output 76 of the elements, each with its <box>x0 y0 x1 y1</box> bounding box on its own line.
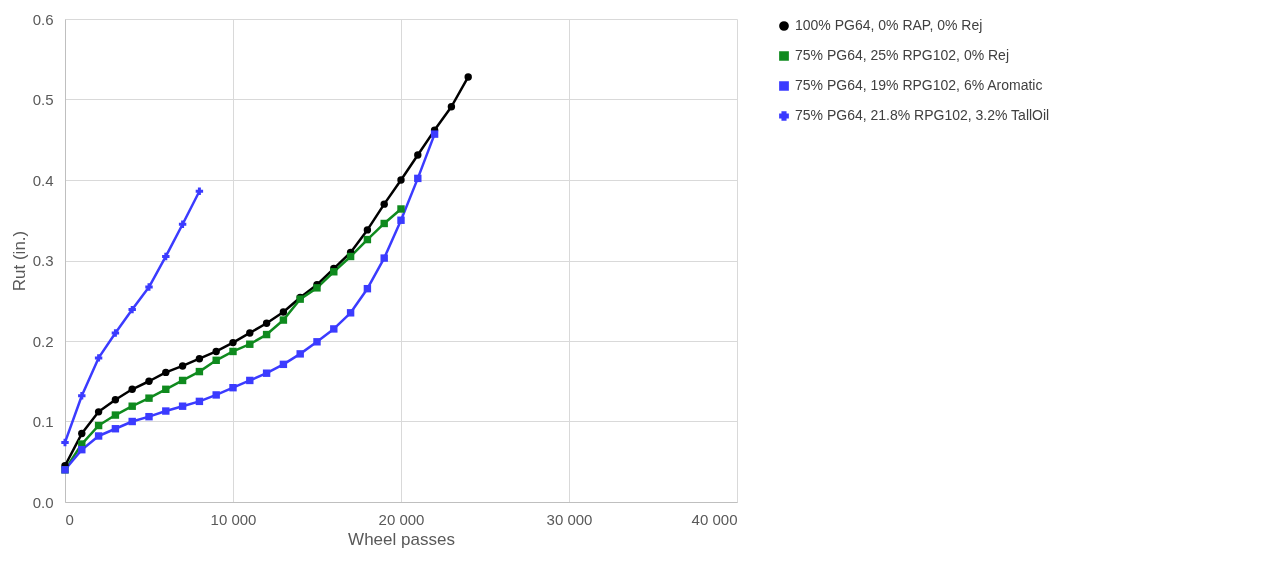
point <box>162 368 170 377</box>
point <box>162 385 170 394</box>
y-tick-label: 0.0 <box>32 493 54 511</box>
point <box>313 284 321 292</box>
point <box>397 216 405 224</box>
point <box>447 103 456 111</box>
x-tick-label: 0 <box>65 510 74 528</box>
point <box>380 254 388 262</box>
point <box>128 402 136 410</box>
point <box>212 391 220 399</box>
point <box>212 356 220 365</box>
point <box>145 283 153 291</box>
point <box>246 329 254 337</box>
point <box>78 392 86 400</box>
point <box>111 329 120 337</box>
x-tick-label: 40 000 <box>691 510 738 528</box>
point <box>212 347 220 356</box>
y-tick-label: 0.1 <box>32 413 54 430</box>
point <box>178 220 187 228</box>
point <box>464 73 472 81</box>
point <box>229 338 237 347</box>
point <box>262 369 271 377</box>
point <box>111 396 120 404</box>
point <box>178 402 187 410</box>
legend-label: 75% PG64, 21.8% RPG102, 3.2% TallOil <box>795 107 1050 123</box>
legend-label: 100% PG64, 0% RAP, 0% Rej <box>795 17 983 33</box>
point <box>397 176 405 184</box>
point <box>195 355 204 363</box>
point <box>94 432 103 440</box>
point <box>363 226 372 234</box>
point <box>128 305 136 314</box>
point <box>128 417 136 426</box>
point <box>78 429 86 438</box>
y-tick-label: 0.6 <box>32 10 54 28</box>
point <box>414 151 422 159</box>
point <box>313 338 321 346</box>
point <box>61 438 69 447</box>
point <box>128 385 136 393</box>
point <box>111 411 120 419</box>
legend-label: 75% PG64, 19% RPG102, 6% Aromatic <box>795 77 1043 93</box>
y-tick-label: 0.2 <box>32 332 54 350</box>
point <box>94 408 103 416</box>
point <box>414 174 422 183</box>
point <box>430 130 439 138</box>
x-tick-label: 20 000 <box>378 510 425 528</box>
point <box>145 394 153 402</box>
x-tick-label: 10 000 <box>210 510 257 528</box>
point <box>397 205 405 213</box>
y-tick-label: 0.3 <box>32 252 54 269</box>
point <box>145 412 153 421</box>
point <box>262 319 271 327</box>
y-tick-label: 0.4 <box>32 171 54 189</box>
point <box>178 362 187 370</box>
point <box>380 219 388 228</box>
point <box>346 309 355 317</box>
point <box>162 252 170 261</box>
point <box>246 340 254 348</box>
point <box>296 350 304 358</box>
point <box>330 268 338 276</box>
point <box>246 376 254 385</box>
point <box>94 354 103 362</box>
x-tick-label: 30 000 <box>546 510 593 528</box>
x-axis-title: Wheel passes <box>348 529 455 549</box>
point <box>279 316 288 324</box>
point <box>162 407 170 415</box>
point <box>229 383 237 392</box>
y-tick-label: 0.5 <box>32 91 54 108</box>
point <box>145 377 153 385</box>
point <box>380 200 388 208</box>
point <box>78 445 86 454</box>
y-axis-title: Rut (in.) <box>9 230 29 292</box>
point <box>330 325 338 333</box>
point <box>279 308 288 316</box>
point <box>229 347 237 356</box>
point <box>195 187 204 195</box>
legend-label: 75% PG64, 25% RPG102, 0% Rej <box>795 47 1010 63</box>
